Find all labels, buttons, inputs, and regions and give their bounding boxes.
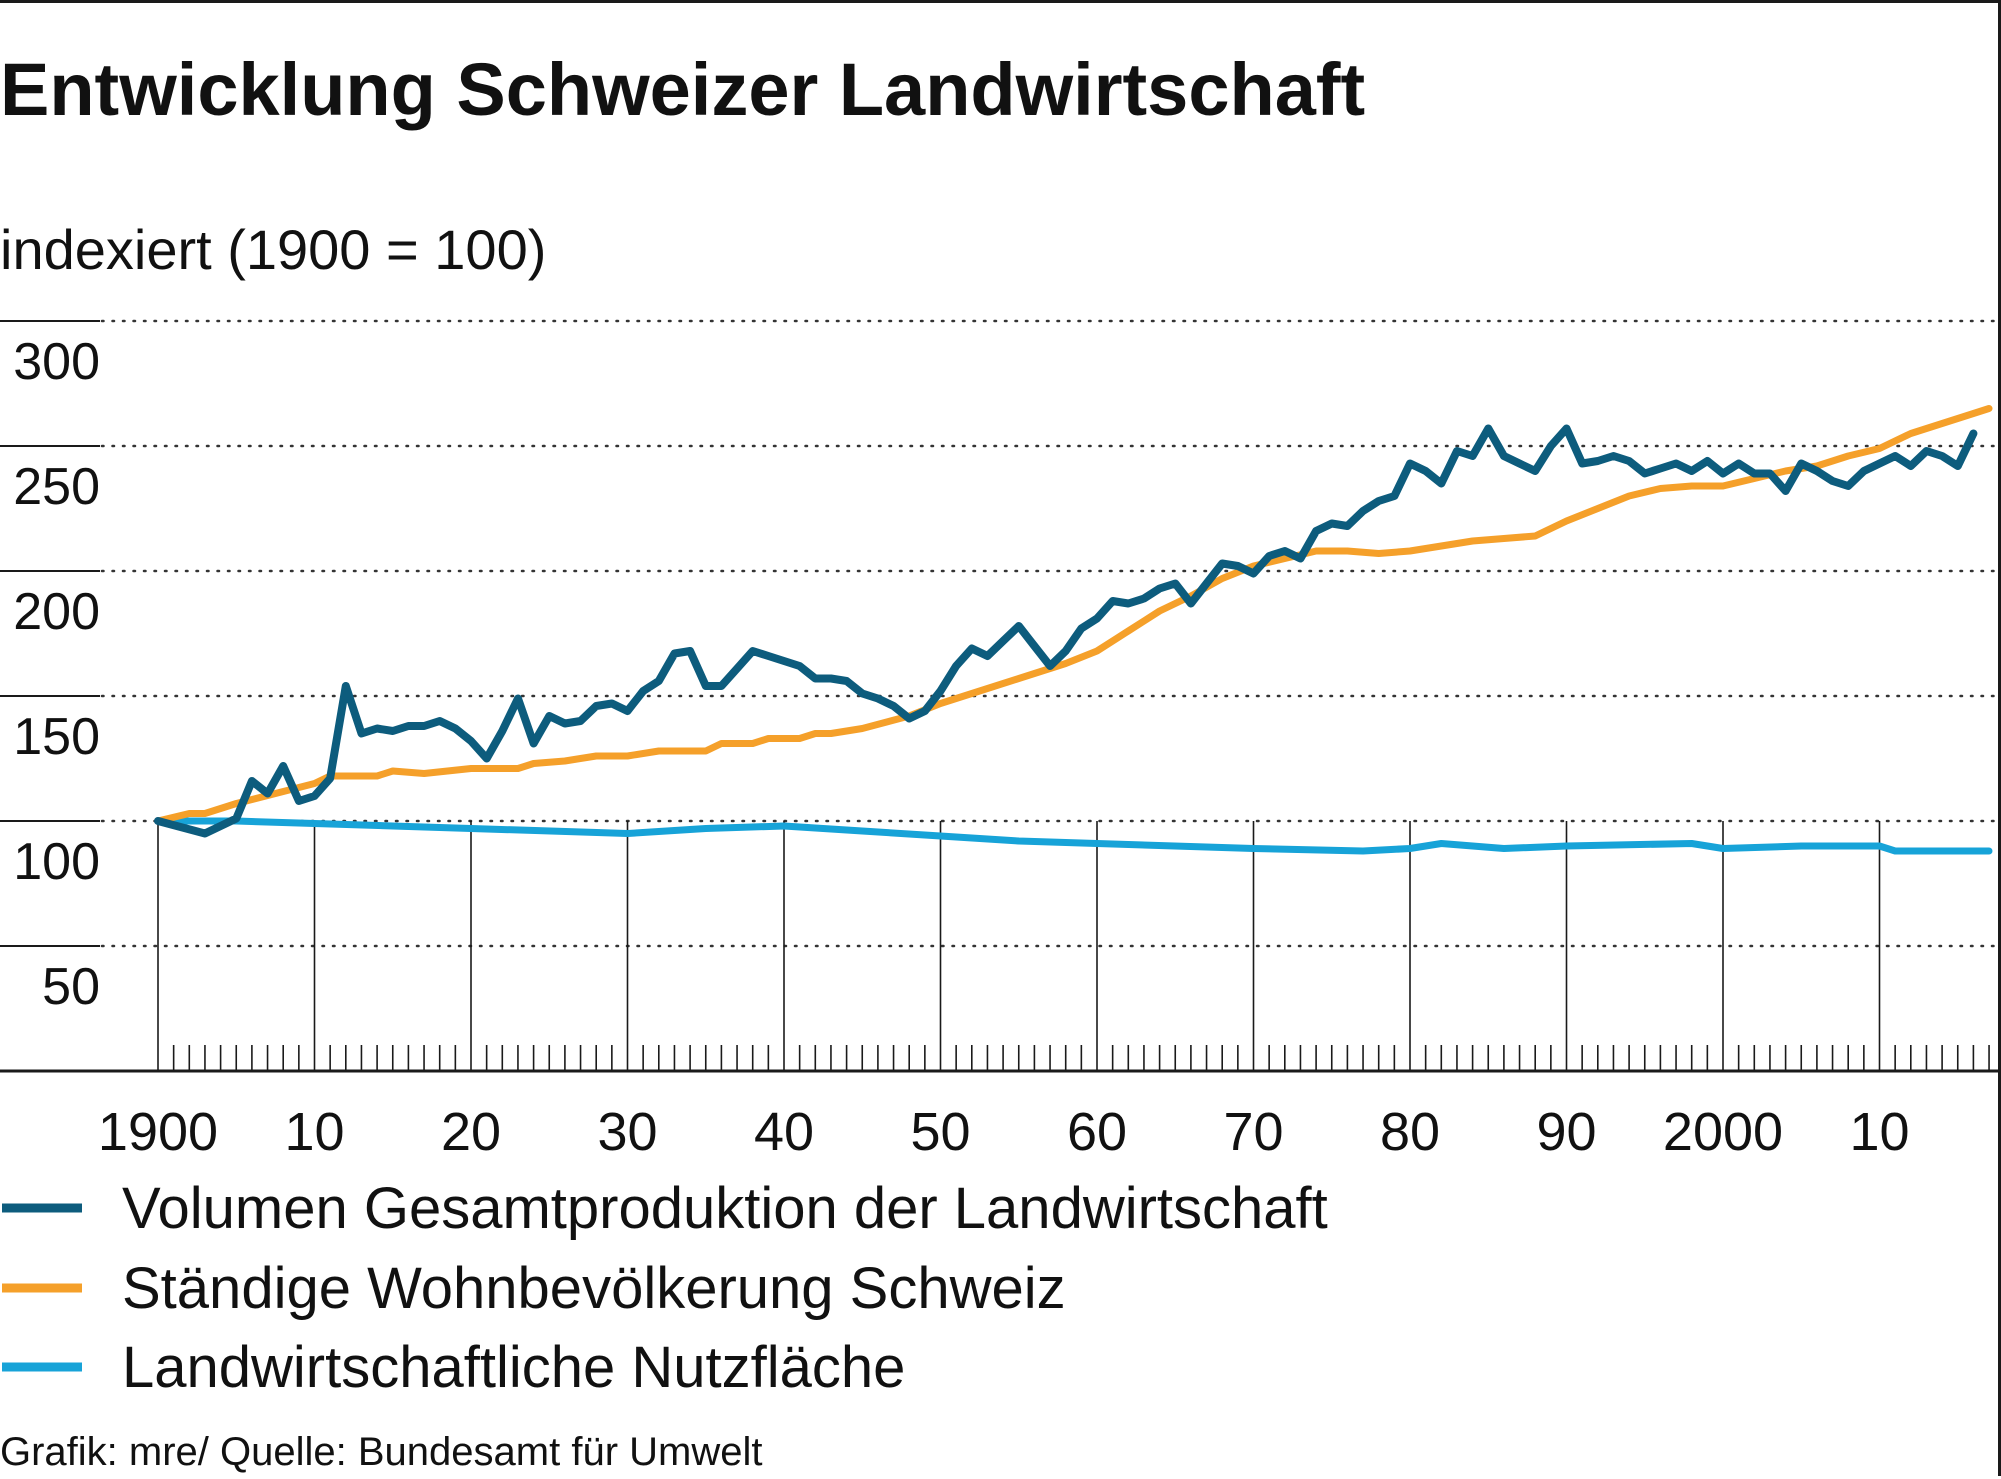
y-tick-label: 200: [13, 583, 100, 641]
x-tick-label: 1900: [98, 1102, 218, 1162]
x-tick-label: 10: [284, 1102, 344, 1162]
chart-title: Entwicklung Schweizer Landwirtschaft: [0, 48, 1365, 131]
y-axis-tick-labels: 300 250 200 150 100 50: [13, 333, 100, 1016]
y-tick-label: 150: [13, 708, 100, 766]
grid-lines: [0, 319, 2001, 948]
x-tick-label: 60: [1067, 1102, 1127, 1162]
x-tick-label: 10: [1849, 1102, 1909, 1162]
x-tick-label: 90: [1536, 1102, 1596, 1162]
source-note: Grafik: mre/ Quelle: Bundesamt für Umwel…: [0, 1430, 762, 1474]
x-tick-label: 30: [597, 1102, 657, 1162]
legend-label-0: Volumen Gesamtproduktion der Landwirtsch…: [122, 1176, 1328, 1241]
x-axis-minor-ticks: [172, 1045, 1990, 1071]
series-line-1: [154, 405, 1993, 825]
y-tick-label: 250: [13, 458, 100, 516]
line-chart: Entwicklung Schweizer Landwirtschaft ind…: [0, 48, 2001, 1474]
y-tick-label: 300: [13, 333, 100, 391]
series-line-2: [154, 817, 1993, 855]
legend-label-2: Landwirtschaftliche Nutzfläche: [122, 1335, 905, 1400]
x-axis-tick-labels: 1900 10 20 30 40 50 60 70 80 90 2000 10: [98, 1102, 1910, 1162]
x-tick-label: 70: [1223, 1102, 1283, 1162]
y-tick-label: 100: [13, 833, 100, 891]
y-tick-label: 50: [42, 958, 100, 1016]
x-tick-label: 80: [1380, 1102, 1440, 1162]
x-axis-vertical-lines: [157, 821, 1881, 1071]
series-lines: [154, 405, 1993, 855]
x-tick-label: 40: [754, 1102, 814, 1162]
series-line-0: [154, 424, 1978, 838]
x-tick-label: 20: [441, 1102, 501, 1162]
x-tick-label: 50: [910, 1102, 970, 1162]
legend-label-1: Ständige Wohnbevölkerung Schweiz: [122, 1256, 1066, 1321]
x-tick-label: 2000: [1663, 1102, 1783, 1162]
legend: Volumen Gesamtproduktion der Landwirtsch…: [2, 1176, 1328, 1400]
chart-subtitle: indexiert (1900 = 100): [0, 218, 546, 281]
